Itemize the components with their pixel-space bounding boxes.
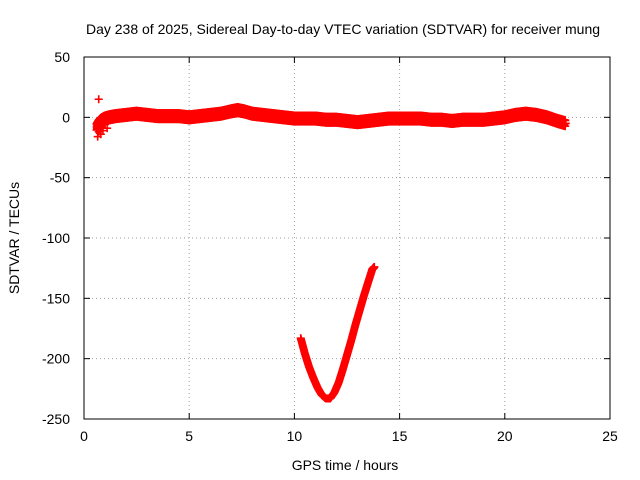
data-points: [92, 95, 570, 403]
y-tick-label: -100: [42, 230, 70, 246]
x-tick-label: 5: [185, 428, 193, 444]
x-tick-label: 0: [80, 428, 88, 444]
data-point-main-band: [561, 119, 570, 128]
data-point-early-scatter: [98, 126, 107, 135]
chart-title: Day 238 of 2025, Sidereal Day-to-day VTE…: [86, 21, 600, 37]
y-tick-label: -150: [42, 290, 70, 306]
data-point-early-scatter: [103, 124, 112, 133]
y-tick-label: -50: [50, 170, 70, 186]
data-point-early-scatter: [96, 121, 105, 130]
y-tick-label: 50: [54, 49, 70, 65]
x-tick-label: 25: [602, 428, 618, 444]
x-axis-title: GPS time / hours: [292, 457, 399, 473]
y-tick-label: 0: [62, 109, 70, 125]
x-tick-label: 15: [392, 428, 408, 444]
axis-ticks: 0 5 10 15 20 25 50 0 -50 -100 -150 -200 -250: [42, 49, 618, 444]
y-axis-title: SDTVAR / TECUs: [6, 182, 22, 294]
y-tick-label: -250: [42, 411, 70, 427]
data-point-early-scatter: [94, 95, 103, 104]
x-tick-label: 10: [287, 428, 303, 444]
y-tick-label: -200: [42, 351, 70, 367]
data-point-dip-arc: [370, 262, 379, 271]
x-tick-label: 20: [497, 428, 513, 444]
